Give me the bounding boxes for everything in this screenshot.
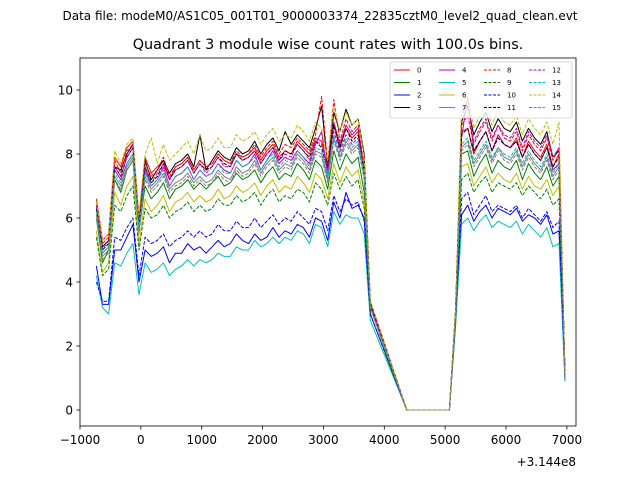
series-line-10 — [95, 191, 566, 411]
legend-label-4: 4 — [462, 67, 467, 75]
series-line-3 — [95, 105, 566, 411]
legend-label-14: 14 — [552, 92, 561, 100]
legend-label-0: 0 — [417, 67, 421, 75]
legend-label-7: 7 — [462, 104, 466, 112]
legend-frame — [389, 61, 573, 119]
y-tick-label: 6 — [65, 212, 73, 226]
series-line-6 — [95, 163, 566, 411]
x-tick-label: 4000 — [369, 433, 400, 447]
series-line-2 — [95, 191, 566, 411]
series-line-1 — [95, 150, 566, 411]
series-line-12 — [95, 102, 566, 411]
chart-title: Quadrant 3 module wise count rates with … — [133, 37, 524, 53]
x-tick-label: 3000 — [308, 433, 339, 447]
figure-suptitle: Data file: modeM0/AS1C05_001T01_90000033… — [62, 9, 577, 23]
series-line-9 — [95, 172, 566, 411]
x-tick-label: 2000 — [247, 433, 278, 447]
series-line-7 — [95, 137, 566, 411]
legend-label-15: 15 — [552, 104, 561, 112]
y-axis: 0 2 4 6 8 10 — [58, 84, 80, 418]
x-axis: −1000 0 1000 2000 3000 4000 5000 6000 7000 — [60, 426, 582, 447]
y-tick-label: 10 — [58, 84, 73, 98]
series-line-11 — [95, 124, 566, 411]
legend-label-2: 2 — [417, 92, 421, 100]
legend-label-1: 1 — [417, 79, 421, 87]
x-offset-label: +3.144e8 — [517, 455, 576, 469]
x-tick-label: 7000 — [552, 433, 583, 447]
plot-lines — [95, 95, 566, 411]
y-tick-label: 4 — [65, 276, 73, 290]
legend-label-8: 8 — [507, 67, 511, 75]
legend-label-3: 3 — [417, 104, 421, 112]
y-tick-label: 2 — [65, 340, 73, 354]
series-line-15 — [95, 140, 566, 411]
x-tick-label: 1000 — [186, 433, 217, 447]
legend-label-5: 5 — [462, 79, 466, 87]
y-tick-label: 8 — [65, 148, 73, 162]
legend-label-12: 12 — [552, 67, 561, 75]
series-line-14 — [95, 95, 566, 411]
x-tick-label: −1000 — [60, 433, 101, 447]
legend-label-13: 13 — [552, 79, 561, 87]
plot-frame — [79, 57, 577, 427]
series-line-8 — [95, 95, 566, 411]
series-line-5 — [95, 211, 566, 411]
legend-label-11: 11 — [507, 104, 516, 112]
x-tick-label: 0 — [137, 433, 145, 447]
series-line-13 — [95, 134, 566, 411]
legend-label-9: 9 — [507, 79, 511, 87]
x-tick-label: 6000 — [491, 433, 522, 447]
y-tick-label: 0 — [65, 404, 73, 418]
legend-label-10: 10 — [507, 92, 516, 100]
legend-label-6: 6 — [462, 92, 467, 100]
x-tick-label: 5000 — [430, 433, 461, 447]
